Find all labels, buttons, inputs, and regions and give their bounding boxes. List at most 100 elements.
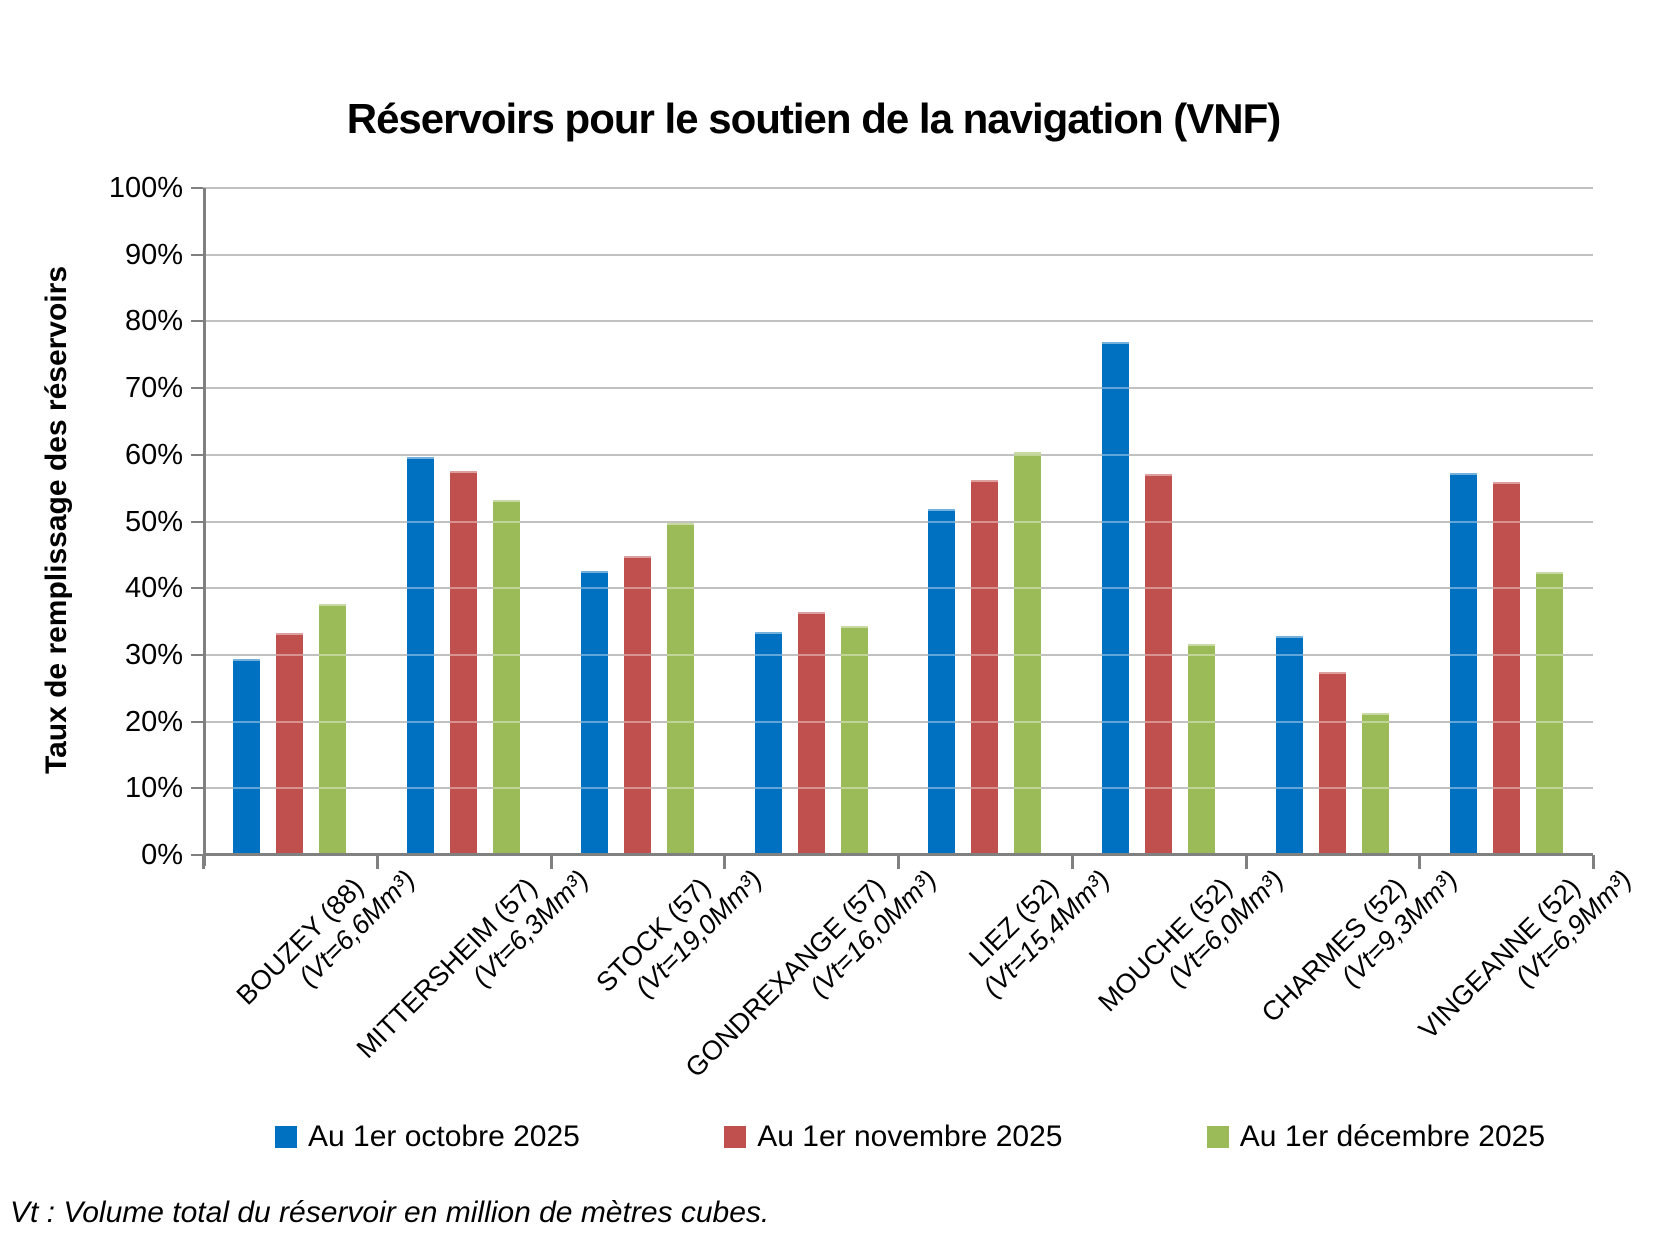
bar xyxy=(233,658,261,855)
y-axis-tick-label: 100% xyxy=(108,172,183,204)
bar xyxy=(623,555,651,855)
legend-swatch xyxy=(275,1126,297,1148)
x-axis-tick xyxy=(1244,855,1248,869)
bar-group xyxy=(1419,188,1593,855)
gridline xyxy=(203,187,1593,189)
bar xyxy=(1275,636,1303,855)
legend-item: Au 1er décembre 2025 xyxy=(1206,1120,1545,1154)
y-axis-tick xyxy=(191,653,203,656)
gridline-overlay xyxy=(203,587,1593,590)
y-axis-tick-label: 80% xyxy=(124,305,183,338)
bar-top-highlight xyxy=(580,570,608,573)
y-axis-tick-label: 30% xyxy=(124,638,183,671)
y-axis-tick xyxy=(191,253,203,256)
y-axis-tick xyxy=(191,187,203,189)
category-volume: (Vt=6,9Mm³) xyxy=(1509,864,1637,993)
gridline-overlay xyxy=(203,653,1593,656)
gridline xyxy=(203,387,1593,390)
bar xyxy=(493,500,521,855)
bar-group xyxy=(1246,188,1420,855)
gridline xyxy=(203,320,1593,323)
legend: Au 1er octobre 2025 Au 1er novembre 2025 A… xyxy=(275,1120,1545,1154)
bar xyxy=(407,457,435,855)
bar-top-highlight xyxy=(1492,482,1520,485)
bar xyxy=(666,522,694,855)
bar-group xyxy=(551,188,725,855)
bar-top-highlight xyxy=(493,500,521,503)
bar-group xyxy=(724,188,898,855)
bar-top-highlight xyxy=(1145,474,1173,477)
gridline xyxy=(203,520,1593,523)
category-label-text: MOUCHE (52) (Vt=6,0Mm³) xyxy=(1093,864,1290,1040)
x-axis-tick xyxy=(1592,855,1595,869)
bar-top-highlight xyxy=(928,508,956,511)
bar-top-highlight xyxy=(971,480,999,483)
x-axis-tick xyxy=(897,855,900,869)
bar-group xyxy=(203,188,377,855)
bar xyxy=(1318,671,1346,855)
bar-group xyxy=(1072,188,1246,855)
bar-top-highlight xyxy=(1361,712,1389,715)
bar xyxy=(1361,712,1389,855)
y-axis-tick xyxy=(191,587,203,590)
bar-group xyxy=(377,188,551,855)
x-axis-tick xyxy=(1418,855,1422,869)
bar xyxy=(1102,342,1130,855)
legend-label: Au 1er décembre 2025 xyxy=(1239,1120,1545,1153)
bar xyxy=(1535,572,1563,855)
bar-top-highlight xyxy=(1014,452,1042,455)
x-axis-line xyxy=(203,853,1593,856)
category-label-text: LIEZ (52) (Vt=15,4Mm³) xyxy=(955,864,1115,1003)
y-axis-tick xyxy=(191,520,203,523)
bar-top-highlight xyxy=(319,603,347,606)
y-axis-tick xyxy=(191,854,203,856)
bar xyxy=(580,570,608,855)
bar-top-highlight xyxy=(623,555,651,558)
category-label-text: CHARMES (52) (Vt=9,3Mm³) xyxy=(1256,864,1464,1051)
x-axis-tick xyxy=(723,855,727,869)
bar-top-highlight xyxy=(450,471,478,474)
legend-item: Au 1er novembre 2025 xyxy=(724,1120,1062,1154)
category-label-text: BOUZEY (88) (Vt=6,6Mm³) xyxy=(230,864,420,1033)
bar xyxy=(754,632,782,855)
bar xyxy=(1014,452,1042,855)
bar-top-highlight xyxy=(1275,636,1303,639)
y-axis-tick-label: 90% xyxy=(124,238,183,271)
y-axis-tick xyxy=(191,320,203,323)
y-axis-tick-label: 0% xyxy=(141,839,183,871)
bar-top-highlight xyxy=(407,457,435,460)
footnote: Vt : Volume total du réservoir en millio… xyxy=(10,1196,770,1229)
bar xyxy=(1492,482,1520,855)
gridline xyxy=(203,787,1593,790)
legend-swatch xyxy=(1206,1126,1229,1148)
y-axis-tick-label: 40% xyxy=(124,572,183,605)
legend-label: Au 1er novembre 2025 xyxy=(757,1120,1063,1153)
bar xyxy=(971,480,999,855)
gridline xyxy=(203,653,1593,656)
bar xyxy=(840,625,868,855)
y-axis-tick xyxy=(191,387,203,390)
legend-label: Au 1er octobre 2025 xyxy=(308,1120,580,1153)
x-axis-tick xyxy=(1070,855,1074,869)
bar-top-highlight xyxy=(797,612,825,615)
gridline-overlay xyxy=(203,187,1593,189)
bar xyxy=(1145,474,1173,855)
y-axis-tick-label: 50% xyxy=(124,505,183,538)
bar xyxy=(1188,643,1216,855)
legend-swatch xyxy=(724,1126,747,1148)
bar-top-highlight xyxy=(840,625,868,628)
gridline-overlay xyxy=(203,720,1593,723)
bar xyxy=(319,603,347,855)
gridline-overlay xyxy=(203,453,1593,456)
bar-top-highlight xyxy=(233,658,261,661)
bar-group xyxy=(898,188,1072,855)
gridline-overlay xyxy=(203,253,1593,256)
gridline-overlay xyxy=(203,387,1593,390)
bar xyxy=(276,632,304,855)
gridline xyxy=(203,453,1593,456)
plot-area: 0% 10% 20% 30% 40% 50% 60% 70% 80% 90% 100% xyxy=(109,172,1595,871)
gridline-overlay xyxy=(203,520,1593,523)
bar-top-highlight xyxy=(276,632,304,635)
bar-top-highlight xyxy=(1535,572,1563,575)
